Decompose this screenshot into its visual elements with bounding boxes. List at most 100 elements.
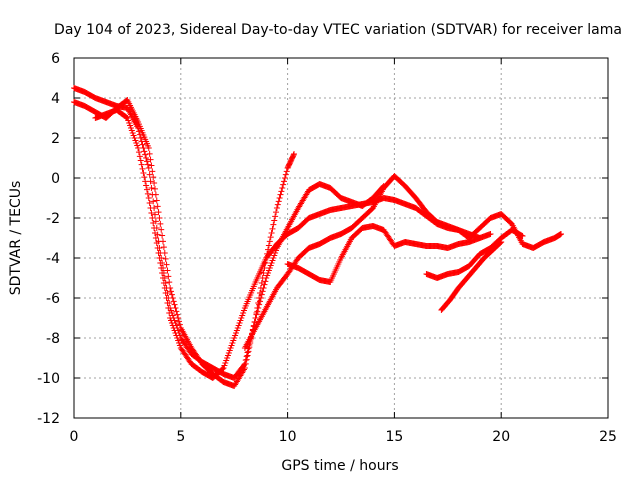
y-tick-label: -8 [46,331,60,347]
data-point [258,291,265,298]
data-point [161,285,168,291]
y-tick-labels: -12 -10 -8 -6 -4 -2 0 2 4 6 [37,51,60,427]
data-point [171,301,178,308]
data-point [138,161,145,168]
y-axis-label: SDTVAR / TECUs [8,181,24,296]
data-point [149,168,156,175]
data-point [143,182,150,189]
data-point [275,198,282,205]
data-point [272,213,279,220]
data-point [157,220,164,227]
data-point [164,267,171,274]
data-point [260,285,267,291]
data-point [154,245,161,251]
data-point [146,171,153,178]
data-point [265,242,272,249]
data-point [140,145,147,151]
data-point [163,261,170,268]
data-point [150,198,157,205]
data-point [166,310,173,316]
data-point [254,308,261,315]
data-point [145,145,152,151]
y-tick-label: 4 [51,91,60,107]
data-point [150,174,157,181]
data-point [153,197,160,204]
x-tick-label: 15 [385,429,403,445]
data-point [157,260,164,266]
data-point [142,151,149,158]
data-point [158,226,165,233]
data-point [242,360,249,367]
data-point [142,178,149,185]
data-point [257,295,264,301]
data-point [149,215,156,221]
data-point [271,217,278,224]
data-point [158,265,165,271]
data-point [165,305,172,311]
data-point [487,231,494,237]
data-point [274,201,281,208]
data-point [152,191,159,198]
data-point [498,239,505,245]
data-point [151,180,158,186]
data-point [176,321,183,328]
x-tick-label: 10 [279,429,297,445]
data-point [259,288,266,295]
x-axis-label: GPS time / hours [281,458,398,474]
data-point [558,231,565,237]
data-point [141,148,148,155]
data-point [159,232,166,239]
x-tick-label: 20 [492,429,510,445]
data-point [278,188,285,195]
data-point [276,195,283,201]
data-point [277,191,284,198]
data-point [166,279,173,286]
x-tick-labels: 0 5 10 15 20 25 [70,429,617,445]
data-point [268,230,275,236]
data-point [279,185,286,191]
axis-ticks [73,57,609,419]
y-tick-label: 0 [51,171,60,187]
data-point [147,205,154,211]
data-point [257,298,264,305]
data-point [253,311,260,318]
data-point [136,153,143,160]
plot-frame [73,57,609,419]
data-point [241,365,248,371]
data-point [281,178,288,185]
data-point [269,225,276,232]
data-point [497,239,504,246]
data-point [155,209,162,216]
data-point [261,281,268,288]
data-point [170,298,177,305]
data-point [148,210,155,216]
data-point [255,305,262,311]
data-point [154,203,161,210]
data-point [175,315,182,321]
data-point [168,291,175,298]
data-point [256,301,263,308]
data-point [167,285,174,291]
data-point [146,200,153,206]
data-point [243,356,250,363]
y-tick-label: -12 [37,411,60,427]
data-point [144,190,151,197]
data-point [176,318,183,325]
y-tick-label: 2 [51,131,60,147]
data-point [252,315,259,321]
data-point [141,174,148,181]
data-point [162,255,169,262]
data-point [160,280,167,286]
data-point [140,170,147,176]
data-point [144,161,151,168]
data-point [174,311,181,318]
data-point [267,234,274,241]
data-point [147,156,154,163]
data-point [139,141,146,148]
data-point [137,135,144,141]
data-point [270,221,277,228]
data-point [143,186,150,193]
data-point [143,155,150,161]
data-point [172,305,179,311]
data-point [151,230,158,236]
